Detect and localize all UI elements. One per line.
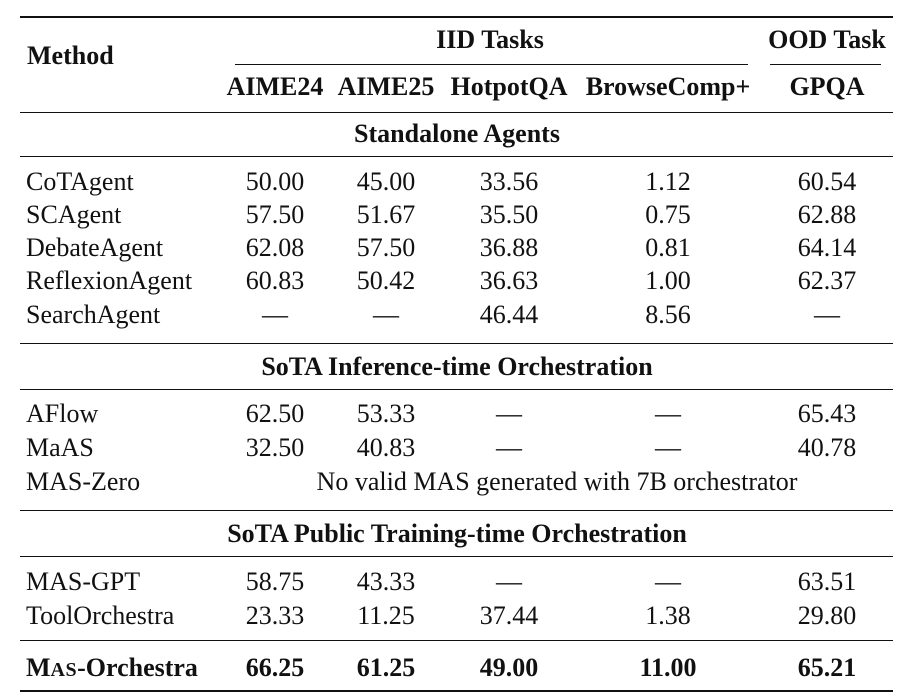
method-cell: SCAgent bbox=[26, 200, 122, 229]
value-cell: 49.00 bbox=[479, 653, 539, 682]
col-header-hotpotqa: HotpotQA bbox=[450, 72, 568, 101]
method-name-smallcaps: AS bbox=[50, 659, 78, 681]
value-cell: — bbox=[655, 399, 681, 428]
value-cell: 58.75 bbox=[245, 567, 305, 596]
value-cell: 11.00 bbox=[639, 653, 697, 682]
value-cell: 0.81 bbox=[645, 233, 691, 262]
value-cell: 40.78 bbox=[797, 433, 857, 462]
section1-rule bbox=[20, 156, 893, 157]
ood-task-header: OOD Task bbox=[768, 25, 886, 54]
value-cell: 62.50 bbox=[245, 399, 305, 428]
value-cell: 40.83 bbox=[356, 433, 416, 462]
value-cell: — bbox=[655, 433, 681, 462]
section-title: SoTA Inference-time Orchestration bbox=[261, 352, 653, 381]
value-cell: — bbox=[496, 567, 522, 596]
value-cell: 8.56 bbox=[645, 300, 691, 329]
value-cell: 37.44 bbox=[479, 601, 539, 630]
method-cell: DebateAgent bbox=[26, 233, 164, 262]
section-title: SoTA Public Training-time Orchestration bbox=[227, 519, 687, 548]
method-cell: MaAS bbox=[26, 433, 94, 462]
value-cell: 57.50 bbox=[245, 200, 305, 229]
col-header-browsecomp: BrowseComp+ bbox=[585, 72, 751, 101]
ood-cmidrule bbox=[770, 64, 881, 65]
bottom-rule bbox=[20, 690, 893, 692]
value-cell: 46.44 bbox=[479, 300, 539, 329]
value-cell: 11.25 bbox=[357, 601, 415, 630]
value-cell: 1.00 bbox=[645, 266, 691, 295]
value-cell: 1.38 bbox=[645, 601, 691, 630]
value-cell: 0.75 bbox=[645, 200, 691, 229]
value-cell: 62.37 bbox=[797, 266, 857, 295]
header-rule bbox=[20, 112, 893, 113]
col-header-aime24: AIME24 bbox=[226, 72, 324, 101]
value-cell: 63.51 bbox=[797, 567, 857, 596]
method-cell: SearchAgent bbox=[26, 300, 161, 329]
section2-rule bbox=[20, 389, 893, 390]
method-cell: MAS-Zero bbox=[26, 467, 141, 496]
top-rule bbox=[20, 16, 893, 18]
value-cell: 36.88 bbox=[479, 233, 539, 262]
section2-top-rule bbox=[20, 343, 893, 344]
value-cell: 60.83 bbox=[245, 266, 305, 295]
value-cell: — bbox=[262, 300, 288, 329]
value-cell: 57.50 bbox=[356, 233, 416, 262]
value-cell: 43.33 bbox=[356, 567, 416, 596]
value-cell: 1.12 bbox=[645, 167, 691, 196]
section3-rule bbox=[20, 556, 893, 557]
col-header-aime25: AIME25 bbox=[337, 72, 435, 101]
method-cell: ToolOrchestra bbox=[26, 601, 175, 630]
iid-cmidrule bbox=[235, 64, 748, 65]
ours-rule bbox=[20, 640, 893, 641]
value-cell: — bbox=[814, 300, 840, 329]
col-header-gpqa: GPQA bbox=[789, 72, 865, 101]
value-cell: 51.67 bbox=[356, 200, 416, 229]
value-cell: 50.42 bbox=[356, 266, 416, 295]
method-header: Method bbox=[27, 41, 114, 70]
value-cell: 61.25 bbox=[356, 653, 416, 682]
value-cell: — bbox=[496, 433, 522, 462]
method-cell: CoTAgent bbox=[26, 167, 134, 196]
value-cell: 65.43 bbox=[797, 399, 857, 428]
value-cell: 62.88 bbox=[797, 200, 857, 229]
method-cell: AFlow bbox=[26, 399, 99, 428]
value-cell: 29.80 bbox=[797, 601, 857, 630]
value-cell: 64.14 bbox=[797, 233, 857, 262]
method-cell: ReflexionAgent bbox=[26, 266, 193, 295]
section3-top-rule bbox=[20, 510, 893, 511]
value-cell: 23.33 bbox=[245, 601, 305, 630]
section-title: Standalone Agents bbox=[354, 119, 560, 148]
value-cell: 33.56 bbox=[479, 167, 539, 196]
value-cell: — bbox=[496, 399, 522, 428]
value-cell: 32.50 bbox=[245, 433, 305, 462]
value-cell: 35.50 bbox=[479, 200, 539, 229]
value-cell: 53.33 bbox=[356, 399, 416, 428]
value-cell: 60.54 bbox=[797, 167, 857, 196]
iid-tasks-header: IID Tasks bbox=[436, 25, 544, 54]
value-cell: 66.25 bbox=[245, 653, 305, 682]
value-cell: 36.63 bbox=[479, 266, 539, 295]
value-cell: 62.08 bbox=[245, 233, 305, 262]
method-cell: MAS-GPT bbox=[26, 567, 141, 596]
method-name-rest: -Orchestra bbox=[77, 653, 198, 682]
method-name-initial: M bbox=[26, 653, 51, 682]
value-cell: 45.00 bbox=[356, 167, 416, 196]
value-cell: — bbox=[373, 300, 399, 329]
note-cell: No valid MAS generated with 7B orchestra… bbox=[316, 467, 798, 496]
method-cell-ours: MAS-Orchestra bbox=[26, 655, 198, 681]
value-cell: — bbox=[655, 567, 681, 596]
value-cell: 65.21 bbox=[797, 653, 857, 682]
value-cell: 50.00 bbox=[245, 167, 305, 196]
